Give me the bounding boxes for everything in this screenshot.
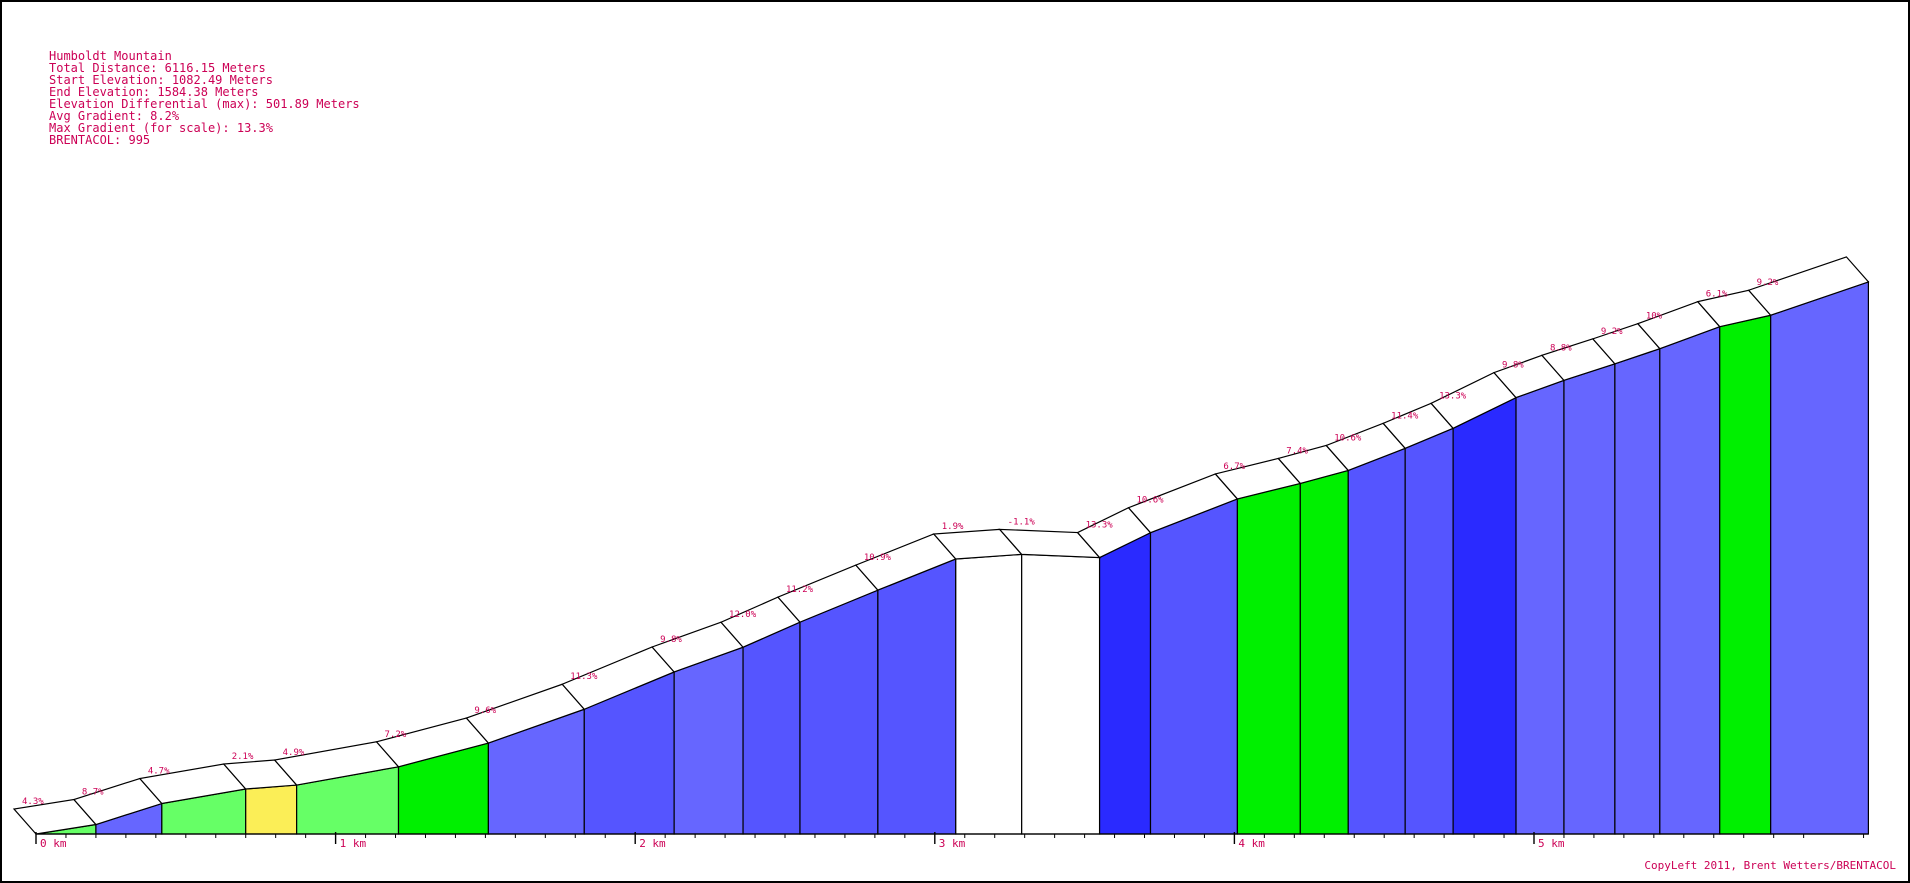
info-line-avg-gradient: Avg Gradient: 8.2% [49, 109, 180, 123]
info-line-start-elevation: Start Elevation: 1082.49 Meters [49, 73, 273, 87]
profile-segment-9 [673, 646, 744, 835]
info-line-brentacol: BRENTACOL: 995 [49, 133, 150, 147]
profile-segment-22 [1515, 379, 1565, 835]
info-line-total-distance: Total Distance: 6116.15 Meters [49, 61, 266, 75]
axis-km-label: 2 km [639, 837, 666, 850]
climb-info-block: Humboldt Mountain Total Distance: 6116.1… [49, 49, 360, 147]
gradient-label-3: 4.7% [148, 767, 170, 777]
profile-segment-26 [1719, 314, 1772, 835]
info-line-max-gradient: Max Gradient (for scale): 13.3% [49, 121, 274, 135]
profile-segment-10 [742, 621, 801, 835]
gradient-label-22: 9.8% [1502, 361, 1524, 371]
copyright-text: CopyLeft 2011, Brent Wetters/BRENTACOL [1644, 859, 1896, 872]
gradient-label-11: 11.2% [786, 585, 814, 595]
gradient-label-15: 13.3% [1086, 521, 1114, 531]
gradient-label-5: 4.9% [283, 748, 305, 758]
axis-km-label: 0 km [40, 837, 67, 850]
climb-name: Humboldt Mountain [49, 49, 172, 63]
gradient-label-2: 8.7% [82, 788, 104, 798]
gradient-label-24: 9.2% [1601, 327, 1623, 337]
profile-segment-25 [1659, 325, 1721, 835]
profile-segment-18 [1299, 469, 1349, 835]
distance-axis: 0 km 1 km 2 km 3 km 4 km 5 km [35, 832, 1869, 850]
gradient-label-4: 2.1% [232, 752, 254, 762]
gradient-label-10: 12.0% [729, 610, 757, 620]
profile-segment-14 [1021, 553, 1101, 835]
axis-km-label: 4 km [1238, 837, 1265, 850]
profile-segment-11 [799, 589, 879, 835]
profile-segment-16 [1149, 498, 1238, 835]
gradient-label-19: 10.6% [1334, 433, 1362, 443]
info-line-elevation-differential: Elevation Differential (max): 501.89 Met… [49, 97, 360, 111]
gradient-label-18: 7.4% [1286, 446, 1308, 456]
gradient-label-20: 11.4% [1391, 411, 1419, 421]
gradient-label-8: 11.3% [570, 672, 598, 682]
gradient-label-17: 6.7% [1223, 462, 1245, 472]
profile-segment-21 [1452, 396, 1517, 835]
profile-segment-17 [1236, 482, 1301, 835]
profile-segment-13 [955, 553, 1023, 835]
axis-km-label: 3 km [939, 837, 966, 850]
gradient-label-14: -1.1% [1008, 517, 1036, 527]
gradient-label-12: 10.9% [864, 553, 892, 563]
info-line-end-elevation: End Elevation: 1584.38 Meters [49, 85, 259, 99]
gradient-label-21: 13.3% [1439, 391, 1467, 401]
gradient-labels: 4.3% 8.7% 4.7% 2.1% 4.9% 7.2% 9.6% 11.3% 9.8% 12.… [22, 278, 1779, 807]
profile-segment-24 [1614, 347, 1661, 835]
gradient-label-27: 9.2% [1757, 278, 1779, 288]
profile-segment-23 [1563, 363, 1616, 835]
gradient-label-9: 9.8% [660, 635, 682, 645]
profile-segment-15 [1098, 531, 1152, 835]
profile-segment-27 [1770, 281, 1869, 835]
gradient-label-13: 1.9% [942, 522, 964, 532]
gradient-label-16: 10.6% [1137, 496, 1165, 506]
profile-segment-12 [877, 558, 957, 835]
gradient-label-25: 10% [1646, 312, 1663, 322]
profile-top-bands [12, 256, 1870, 835]
axis-km-label: 1 km [340, 837, 367, 850]
gradient-label-26: 6.1% [1706, 290, 1728, 300]
profile-segment-19 [1347, 447, 1406, 835]
gradient-label-1: 4.3% [22, 797, 44, 807]
gradient-label-7: 9.6% [474, 706, 496, 716]
profile-segment-20 [1404, 427, 1454, 835]
gradient-label-23: 8.8% [1550, 343, 1572, 353]
profile-segment-4 [245, 784, 298, 835]
profile-band-27 [1747, 256, 1870, 316]
gradient-label-6: 7.2% [385, 730, 407, 740]
axis-km-label: 5 km [1538, 837, 1565, 850]
